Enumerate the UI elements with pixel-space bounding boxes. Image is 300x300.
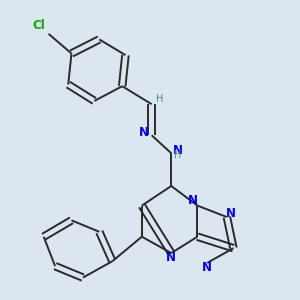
Text: N: N <box>202 261 212 274</box>
Text: N: N <box>188 194 197 207</box>
Text: H: H <box>156 94 164 104</box>
Text: H: H <box>174 150 182 160</box>
Text: N: N <box>226 207 236 220</box>
Text: N: N <box>166 251 176 265</box>
Text: N: N <box>173 144 183 157</box>
Text: Cl: Cl <box>32 19 45 32</box>
Text: N: N <box>139 126 148 139</box>
